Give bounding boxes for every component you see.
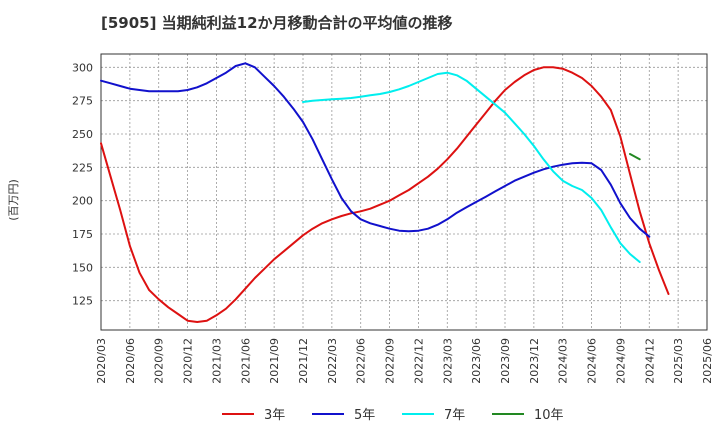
x-tick-label: 2022/06 (355, 338, 368, 384)
x-tick-label: 2025/03 (672, 338, 685, 384)
y-tick-label: 275 (72, 95, 93, 108)
grid-lines (101, 54, 707, 330)
x-tick-label: 2020/12 (182, 338, 195, 384)
series-line-0 (100, 66, 670, 323)
x-tick-label: 2024/12 (643, 338, 656, 384)
y-axis-label: (百万円) (7, 179, 20, 221)
y-tick-label: 250 (72, 128, 93, 141)
x-tick-label: 2020/09 (153, 338, 166, 384)
x-tick-label: 2020/03 (95, 338, 108, 384)
series-line-2 (302, 71, 641, 263)
legend: 3年 5年 7年 10年 (222, 408, 564, 423)
legend-label-0: 3年 (264, 408, 285, 423)
x-tick-label: 2024/06 (586, 338, 599, 384)
y-tick-label: 175 (72, 228, 93, 241)
y-tick-label: 300 (72, 61, 93, 74)
x-tick-label: 2021/03 (210, 338, 223, 384)
y-tick-label: 150 (72, 261, 93, 274)
x-tick-label: 2025/06 (701, 338, 714, 384)
x-tick-label: 2020/06 (124, 338, 137, 384)
x-tick-label: 2022/12 (412, 338, 425, 384)
x-tick-label: 2021/06 (239, 338, 252, 384)
series-lines (100, 62, 670, 323)
x-tick-label: 2021/12 (297, 338, 310, 384)
x-axis-ticks: 2020/03 2020/06 2020/09 2020/12 2021/03 2021/… (95, 338, 714, 384)
legend-label-1: 5年 (354, 408, 375, 423)
y-axis-ticks: 125 150 175 200 225 250 275 300 (72, 61, 93, 307)
x-tick-label: 2023/09 (499, 338, 512, 384)
x-tick-label: 2021/09 (268, 338, 281, 384)
series-line-3 (629, 153, 641, 161)
x-tick-label: 2022/09 (384, 338, 397, 384)
x-tick-label: 2023/03 (441, 338, 454, 384)
x-tick-label: 2024/03 (557, 338, 570, 384)
y-tick-label: 225 (72, 161, 93, 174)
legend-label-2: 7年 (444, 408, 465, 423)
x-tick-label: 2022/03 (326, 338, 339, 384)
y-tick-label: 200 (72, 195, 93, 208)
x-tick-label: 2023/12 (528, 338, 541, 384)
series-line-1 (100, 62, 651, 238)
x-tick-label: 2024/09 (614, 338, 627, 384)
plot-area-frame (100, 53, 708, 331)
legend-label-3: 10年 (534, 408, 564, 423)
x-tick-label: 2023/06 (470, 338, 483, 384)
chart-title: [5905] 当期純利益12か月移動合計の平均値の推移 (101, 14, 453, 32)
y-tick-label: 125 (72, 295, 93, 308)
